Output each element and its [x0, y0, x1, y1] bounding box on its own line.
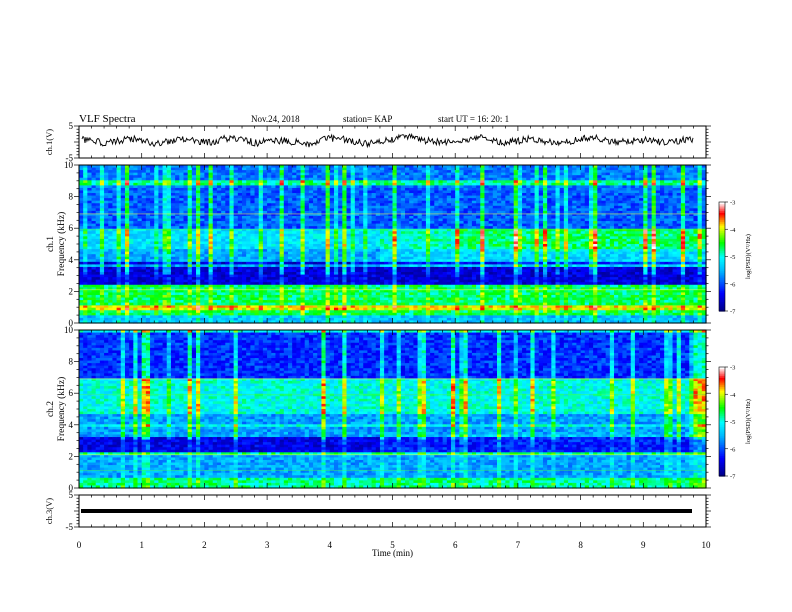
ytick-label: 0: [69, 318, 74, 328]
ytick-label: 2: [69, 451, 74, 461]
xaxis-label: Time (min): [372, 548, 413, 558]
ytick-label: 0: [69, 483, 74, 493]
colorbar-tick: -4: [730, 227, 736, 234]
xtick-label: 6: [453, 540, 458, 550]
ytick-label: 6: [69, 388, 74, 398]
colorbar-label: log(PSD)(V²/Hz): [745, 234, 752, 279]
colorbar-tick: -6: [730, 446, 736, 453]
ytick-label: -5: [66, 153, 74, 163]
colorbar-tick: -4: [730, 392, 736, 399]
ytick-label: 10: [64, 160, 74, 170]
station-label: station= KAP: [343, 114, 393, 124]
date-label: Nov.24, 2018: [251, 114, 300, 124]
colorbar-tick: -7: [730, 474, 736, 481]
ytick-label: 6: [69, 223, 74, 233]
colorbar-label: log(PSD)(V²/Hz): [745, 399, 752, 444]
xtick-label: 4: [328, 540, 333, 550]
xtick-label: 10: [702, 540, 712, 550]
xtick-label: 8: [578, 540, 583, 550]
ytick-label: -5: [66, 522, 74, 532]
ytick-label: 8: [69, 192, 74, 202]
ylabel-1: Frequency (kHz): [56, 212, 67, 277]
colorbar-tick: -5: [730, 254, 735, 261]
colorbar-tick: -6: [730, 281, 736, 288]
colorbar-tick: -5: [730, 419, 735, 426]
ylabel-3: ch.3(V): [44, 498, 54, 524]
start-time-label: start UT = 16: 20: 1: [438, 114, 510, 124]
ch2-colorbar: [718, 366, 728, 477]
ch1-waveform-line: [81, 132, 694, 149]
xtick-label: 5: [390, 540, 395, 550]
ytick-label: 5: [69, 121, 74, 131]
xtick-label: 3: [265, 540, 270, 550]
ytick-label: 8: [69, 357, 74, 367]
chart-title: VLF Spectra: [79, 113, 136, 125]
xtick-label: 1: [139, 540, 144, 550]
colorbar-tick: -3: [730, 200, 735, 207]
ch1-colorbar: [718, 201, 728, 312]
ch1-spectrogram: [79, 165, 707, 324]
ylabel-2: ch.2: [46, 401, 56, 417]
ytick-label: 2: [69, 286, 74, 296]
ytick-label: 5: [69, 490, 74, 500]
xtick-label: 0: [77, 540, 82, 550]
ytick-label: 10: [64, 325, 74, 335]
xtick-label: 2: [202, 540, 207, 550]
ylabel-0: ch.1(V): [44, 129, 54, 155]
ch2-spectrogram: [79, 330, 707, 489]
ylabel-1: ch.1: [46, 236, 56, 252]
colorbar-tick: -7: [730, 309, 736, 316]
xtick-label: 9: [641, 540, 646, 550]
ylabel-2: Frequency (kHz): [56, 377, 67, 442]
colorbar-tick: -3: [730, 365, 735, 372]
ytick-label: 4: [69, 255, 74, 265]
xtick-label: 7: [516, 540, 521, 550]
ytick-label: 4: [69, 420, 74, 430]
